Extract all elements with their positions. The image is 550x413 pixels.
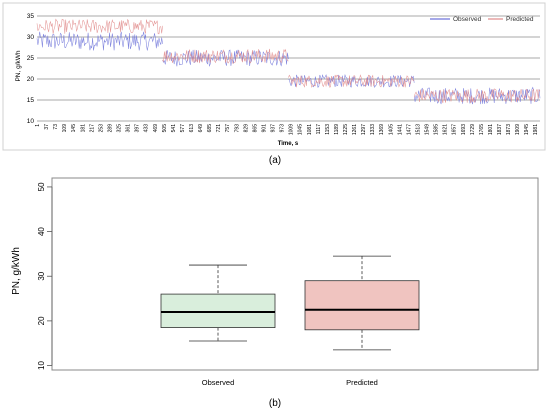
a-x-tick-label: 1117: [316, 124, 322, 135]
b-y-axis-label: PN, g/kWh: [11, 247, 22, 295]
a-x-tick-label: 1513: [415, 124, 421, 135]
a-x-tick-label: 361: [126, 124, 132, 133]
a-x-tick-label: 757: [225, 124, 231, 133]
a-series-predicted-segment: [288, 74, 415, 88]
a-x-tick-labels: 1 37 73 109 145 181 217 253 289 325 361 397 433 469 50…: [35, 124, 539, 135]
panel-b-label: (b): [269, 398, 281, 409]
a-x-tick-label: 1549: [425, 124, 431, 135]
a-x-tick-label: 37: [44, 124, 50, 130]
box-observed-iqr-box: [160, 293, 276, 328]
b-y-tick-label: 20: [37, 316, 46, 325]
a-x-tick-label: 1837: [497, 124, 503, 135]
a-x-tick-label: 1693: [461, 124, 467, 135]
legend-predicted-label: Predicted: [506, 16, 534, 23]
a-x-tick-label: 901: [261, 124, 267, 133]
a-x-tick-label: 1081: [307, 124, 313, 135]
a-x-tick-label: 1621: [443, 124, 449, 135]
a-x-tick-label: 1657: [452, 124, 458, 135]
box-predicted-iqr-box: [304, 280, 420, 331]
b-category-observed: Observed: [202, 378, 235, 387]
a-y-tick-label: 30: [27, 34, 35, 41]
a-series-observed-segment: [413, 86, 541, 105]
a-x-tick-label: 109: [62, 124, 68, 133]
a-series-predicted-segment: [162, 48, 289, 64]
a-x-tick-label: 1297: [361, 124, 367, 135]
a-x-tick-label: 181: [80, 124, 86, 133]
a-x-tick-label: 1261: [352, 124, 358, 135]
a-x-tick-label: 1045: [298, 124, 304, 135]
a-x-tick-label: 1765: [479, 124, 485, 135]
a-x-tick-label: 1477: [406, 124, 412, 135]
a-legend: Observed Predicted: [430, 16, 534, 23]
a-x-tick-label: 829: [243, 124, 249, 133]
a-x-tick-label: 1369: [379, 124, 385, 135]
a-y-tick-label: 35: [27, 13, 35, 20]
a-x-tick-label: 613: [189, 124, 195, 133]
a-y-tick-label: 10: [27, 118, 35, 125]
a-x-tick-label: 73: [53, 124, 59, 130]
a-x-tick-label: 649: [198, 124, 204, 133]
b-category-predicted: Predicted: [346, 378, 378, 387]
box-chart-b: 10 20 30 40 50 PN, g/kWh Observed Predicted: [11, 177, 539, 387]
a-x-tick-label: 469: [153, 124, 159, 133]
a-x-tick-label: 1585: [434, 124, 440, 135]
a-x-tick-label: 541: [171, 124, 177, 133]
a-x-tick-label: 1405: [388, 124, 394, 135]
a-x-tick-label: 1009: [289, 124, 295, 135]
panel-a-frame: [2, 2, 546, 151]
a-x-tick-label: 721: [216, 124, 222, 133]
b-y-tick-label: 10: [37, 361, 46, 370]
a-series-predicted-segment: [36, 18, 163, 35]
a-x-tick-label: 505: [162, 124, 168, 133]
a-x-tick-label: 793: [234, 124, 240, 133]
a-x-tick-label: 865: [252, 124, 258, 133]
a-x-tick-label: 1: [35, 124, 41, 127]
a-x-tick-label: 325: [117, 124, 123, 133]
a-y-tick-labels: 10 15 20 25 30 35: [27, 13, 35, 125]
a-series-predicted-segment: [413, 88, 541, 104]
a-series-observed-segment: [288, 73, 415, 88]
a-x-tick-label: 397: [135, 124, 141, 133]
b-y-tick-label: 40: [37, 227, 46, 236]
a-series-observed-segment: [36, 31, 163, 51]
a-x-axis-label: Time, s: [278, 141, 299, 147]
a-x-tick-label: 1909: [515, 124, 521, 135]
a-x-tick-label: 217: [89, 124, 95, 133]
a-y-tick-label: 20: [27, 76, 35, 83]
a-x-tick-label: 1441: [397, 124, 403, 135]
a-x-tick-label: 1189: [334, 124, 340, 135]
a-x-tick-label: 1945: [524, 124, 530, 135]
b-plot-frame: [51, 177, 539, 371]
a-x-tick-label: 253: [98, 124, 104, 133]
a-x-tick-label: 145: [71, 124, 77, 133]
b-y-tick-label: 50: [37, 182, 46, 191]
a-x-tick-label: 937: [271, 124, 277, 133]
a-x-tick-label: 1225: [343, 124, 349, 135]
a-x-tick-label: 1153: [325, 124, 331, 135]
a-x-tick-label: 433: [144, 124, 150, 133]
a-x-tick-label: 1729: [470, 124, 476, 135]
b-boxes: [160, 255, 420, 351]
a-x-tick-label: 577: [180, 124, 186, 133]
panel-a-label: (a): [269, 155, 281, 166]
a-y-tick-label: 25: [27, 55, 35, 62]
a-x-tick-label: 1873: [506, 124, 512, 135]
b-y-ticks: 10 20 30 40 50: [37, 182, 53, 370]
a-x-tick-label: 685: [207, 124, 213, 133]
legend-observed-label: Observed: [453, 16, 482, 23]
a-x-tick-label: 1981: [533, 124, 539, 135]
b-y-tick-label: 30: [37, 271, 46, 280]
a-series: [36, 18, 541, 105]
a-y-axis-label: PN, g/kWh: [15, 50, 22, 81]
a-x-tick-label: 1333: [370, 124, 376, 135]
a-y-tick-label: 15: [27, 97, 35, 104]
a-x-tick-label: 289: [107, 124, 113, 133]
a-x-tick-label: 1801: [488, 124, 494, 135]
a-x-tick-label: 973: [280, 124, 286, 133]
